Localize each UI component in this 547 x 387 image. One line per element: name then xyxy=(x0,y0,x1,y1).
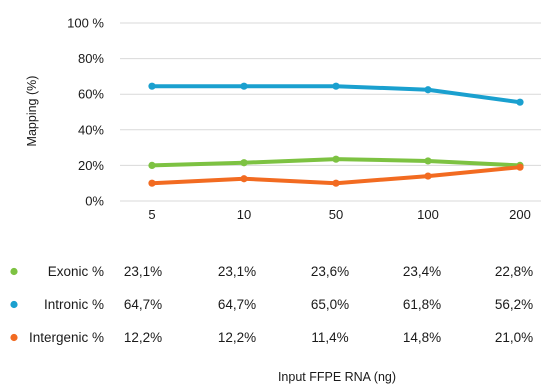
data-table: Exonic % 23,1% 23,1% 23,6% 23,4% 22,8% Introni… xyxy=(10,264,533,345)
table-cell: 12,2% xyxy=(218,330,256,345)
x-tick-labels: 5 10 50 100 200 xyxy=(148,207,530,222)
data-point xyxy=(240,82,248,90)
x-tick-label: 200 xyxy=(509,207,531,222)
data-point xyxy=(148,161,156,169)
table-cell: 64,7% xyxy=(124,297,162,312)
x-axis-title: Input FFPE RNA (ng) xyxy=(278,370,396,384)
gridlines xyxy=(120,22,541,202)
data-point xyxy=(424,157,432,165)
x-tick-label: 50 xyxy=(329,207,343,222)
table-cell: 12,2% xyxy=(124,330,162,345)
table-cell: 11,4% xyxy=(311,330,348,345)
y-tick-label: 60% xyxy=(78,87,104,102)
table-cell: 14,8% xyxy=(403,330,441,345)
table-cell: 65,0% xyxy=(311,297,349,312)
data-point xyxy=(332,155,340,163)
x-tick-label: 5 xyxy=(148,207,155,222)
data-point xyxy=(332,82,340,90)
data-point xyxy=(148,179,156,187)
data-point xyxy=(516,163,524,171)
table-cell: 23,4% xyxy=(403,264,441,279)
y-tick-label: 80% xyxy=(78,51,104,66)
data-point xyxy=(424,172,432,180)
legend-marker xyxy=(10,300,18,309)
table-cell: 23,6% xyxy=(311,264,349,279)
y-axis-title: Mapping (%) xyxy=(25,76,39,147)
x-tick-label: 100 xyxy=(417,207,439,222)
table-cell: 23,1% xyxy=(218,264,256,279)
y-tick-label: 40% xyxy=(78,122,104,137)
table-cell: 61,8% xyxy=(403,297,441,312)
series-name: Exonic % xyxy=(48,264,104,279)
table-cell: 21,0% xyxy=(495,330,533,345)
y-tick-labels: 0% 20% 40% 60% 80% 100 % xyxy=(67,16,104,209)
legend-marker xyxy=(10,267,18,276)
series-name: Intergenic % xyxy=(29,330,104,345)
table-cell: 22,8% xyxy=(495,264,533,279)
table-cell: 23,1% xyxy=(124,264,162,279)
data-point xyxy=(332,179,340,187)
data-point xyxy=(148,82,156,90)
y-tick-label: 0% xyxy=(85,194,104,209)
y-tick-label: 100 % xyxy=(67,16,104,31)
series-lines xyxy=(150,84,522,186)
data-point xyxy=(516,98,524,106)
data-point xyxy=(240,159,248,167)
data-point xyxy=(424,86,432,94)
y-tick-label: 20% xyxy=(78,158,104,173)
table-cell: 56,2% xyxy=(495,297,533,312)
table-cell: 64,7% xyxy=(218,297,256,312)
series-name: Intronic % xyxy=(44,297,104,312)
legend-marker xyxy=(10,333,18,342)
data-point xyxy=(240,175,248,183)
x-tick-label: 10 xyxy=(237,207,251,222)
series-points xyxy=(148,82,524,187)
